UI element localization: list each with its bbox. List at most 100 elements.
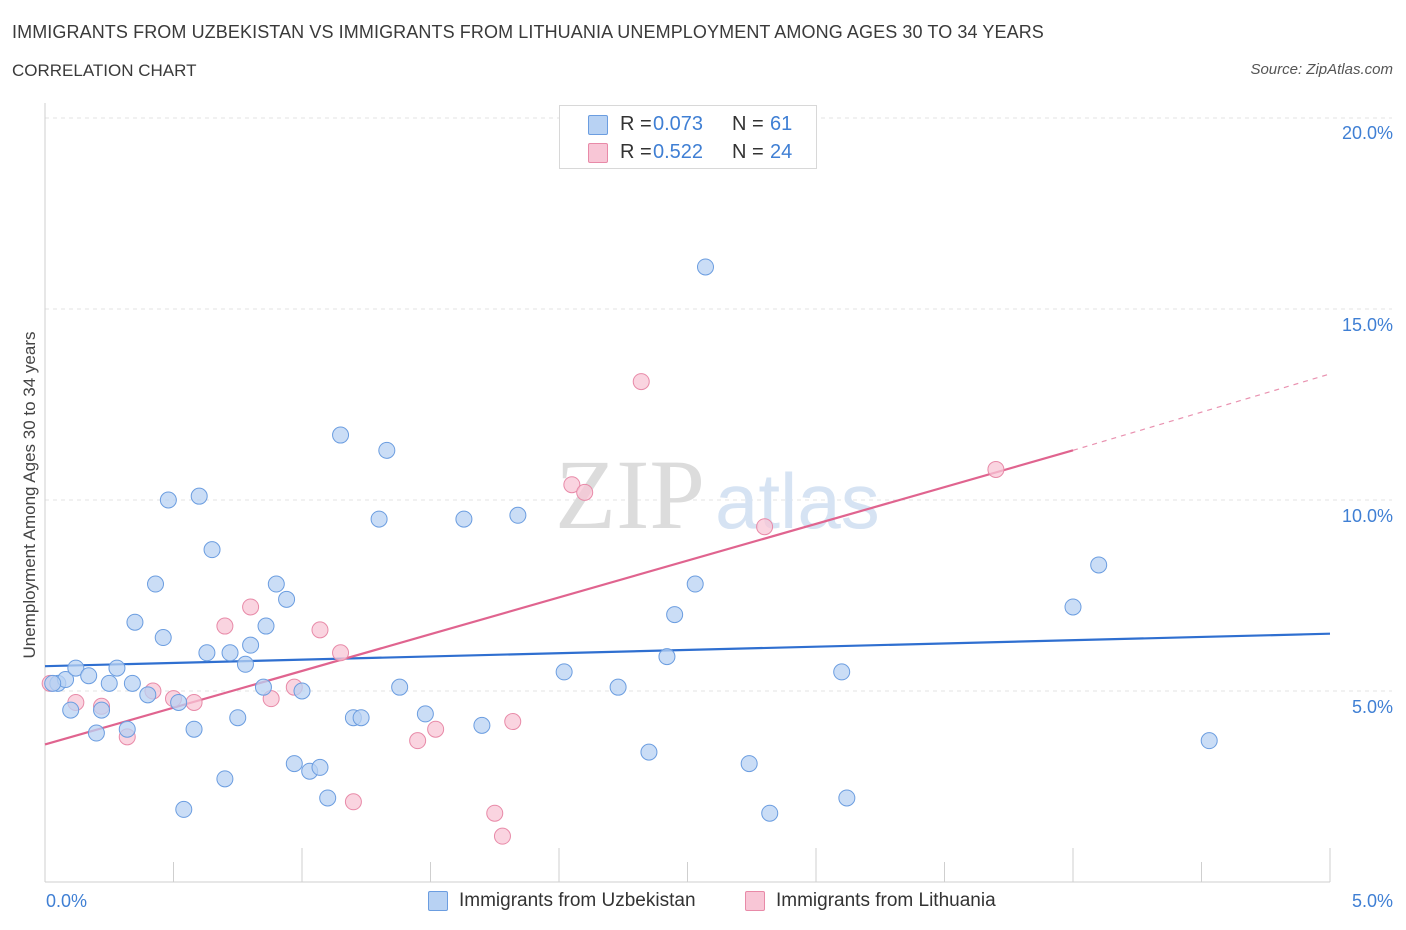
point-uzbekistan — [67, 659, 85, 677]
legend-label: Immigrants from Lithuania — [776, 890, 996, 911]
y-tick-label: 5.0% — [1351, 697, 1393, 717]
point-uzbekistan — [352, 709, 370, 727]
point-lithuania — [563, 476, 581, 494]
point-lithuania — [332, 644, 350, 662]
point-uzbekistan — [686, 575, 704, 593]
point-lithuania — [987, 460, 1005, 478]
r-label: R = — [620, 141, 652, 163]
n-label: N = — [732, 141, 764, 163]
point-uzbekistan — [555, 663, 573, 681]
point-lithuania — [344, 793, 362, 811]
point-uzbekistan — [108, 659, 126, 677]
point-lithuania — [576, 483, 594, 501]
point-uzbekistan — [391, 678, 409, 696]
trendlines — [44, 373, 1331, 746]
point-uzbekistan — [87, 724, 105, 742]
point-uzbekistan — [198, 644, 216, 662]
point-uzbekistan — [216, 770, 234, 788]
point-uzbekistan — [267, 575, 285, 593]
point-uzbekistan — [123, 674, 141, 692]
point-uzbekistan — [838, 789, 856, 807]
point-uzbekistan — [159, 491, 177, 509]
legend-swatch — [588, 115, 608, 135]
point-uzbekistan — [254, 678, 272, 696]
point-uzbekistan — [118, 720, 136, 738]
point-uzbekistan — [203, 541, 221, 559]
legend-swatch — [428, 891, 448, 911]
legend-row-lithuania: R = 0.522 N = 24 — [560, 139, 816, 167]
point-uzbekistan — [154, 629, 172, 647]
legend-label: Immigrants from Uzbekistan — [459, 890, 696, 911]
point-lithuania — [242, 598, 260, 616]
r-value: 0.522 — [653, 141, 704, 163]
stats-legend: R = 0.073 N = 61 R = 0.522 N = 24 — [559, 105, 817, 169]
r-value: 0.073 — [653, 113, 704, 135]
points — [41, 258, 1218, 845]
point-uzbekistan — [319, 789, 337, 807]
x-tick-label: 0.0% — [46, 891, 88, 911]
trendline-uzbekistan — [44, 632, 1331, 668]
point-uzbekistan — [666, 606, 684, 624]
n-value: 61 — [770, 113, 793, 135]
point-uzbekistan — [293, 682, 311, 700]
y-tick-label: 20.0% — [1341, 123, 1393, 143]
point-uzbekistan — [170, 693, 188, 711]
point-uzbekistan — [696, 258, 714, 276]
point-uzbekistan — [242, 636, 260, 654]
point-uzbekistan — [761, 804, 779, 822]
point-uzbekistan — [80, 667, 98, 685]
point-uzbekistan — [126, 613, 144, 631]
watermark-atlas: atlas — [715, 457, 880, 545]
y-tick-label: 10.0% — [1341, 506, 1393, 526]
point-uzbekistan — [139, 686, 157, 704]
point-lithuania — [216, 617, 234, 635]
point-uzbekistan — [416, 705, 434, 723]
point-uzbekistan — [473, 716, 491, 734]
point-uzbekistan — [229, 709, 247, 727]
point-uzbekistan — [370, 510, 388, 528]
legend-swatch — [588, 143, 608, 163]
axes — [44, 103, 1331, 883]
y-tick-label: 15.0% — [1341, 315, 1393, 335]
point-uzbekistan — [1200, 732, 1218, 750]
point-uzbekistan — [833, 663, 851, 681]
n-label: N = — [732, 113, 764, 135]
point-uzbekistan — [455, 510, 473, 528]
n-value: 24 — [770, 141, 793, 163]
point-uzbekistan — [311, 758, 329, 776]
point-uzbekistan — [190, 487, 208, 505]
point-uzbekistan — [640, 743, 658, 761]
trendline-lithuania — [44, 449, 1074, 746]
point-uzbekistan — [93, 701, 111, 719]
point-uzbekistan — [257, 617, 275, 635]
point-uzbekistan — [332, 426, 350, 444]
point-uzbekistan — [221, 644, 239, 662]
chart-subtitle: CORRELATION CHART — [12, 61, 197, 80]
legend-swatch — [745, 891, 765, 911]
point-lithuania — [756, 518, 774, 536]
point-uzbekistan — [1064, 598, 1082, 616]
y-axis-label: Unemployment Among Ages 30 to 34 years — [20, 331, 39, 659]
point-uzbekistan — [278, 590, 296, 608]
point-lithuania — [632, 373, 650, 391]
point-uzbekistan — [509, 506, 527, 524]
point-lithuania — [486, 804, 504, 822]
point-uzbekistan — [147, 575, 165, 593]
point-uzbekistan — [236, 655, 254, 673]
point-uzbekistan — [609, 678, 627, 696]
point-uzbekistan — [658, 648, 676, 666]
point-lithuania — [185, 693, 203, 711]
point-uzbekistan — [175, 800, 193, 818]
point-uzbekistan — [100, 674, 118, 692]
point-lithuania — [409, 732, 427, 750]
chart-title: IMMIGRANTS FROM UZBEKISTAN VS IMMIGRANTS… — [12, 22, 1044, 42]
source-credit: Source: ZipAtlas.com — [1250, 61, 1393, 78]
point-lithuania — [504, 713, 522, 731]
point-uzbekistan — [378, 441, 396, 459]
point-lithuania — [311, 621, 329, 639]
legend-row-uzbekistan: R = 0.073 N = 61 — [560, 111, 816, 139]
point-uzbekistan — [185, 720, 203, 738]
r-label: R = — [620, 113, 652, 135]
point-uzbekistan — [44, 674, 62, 692]
